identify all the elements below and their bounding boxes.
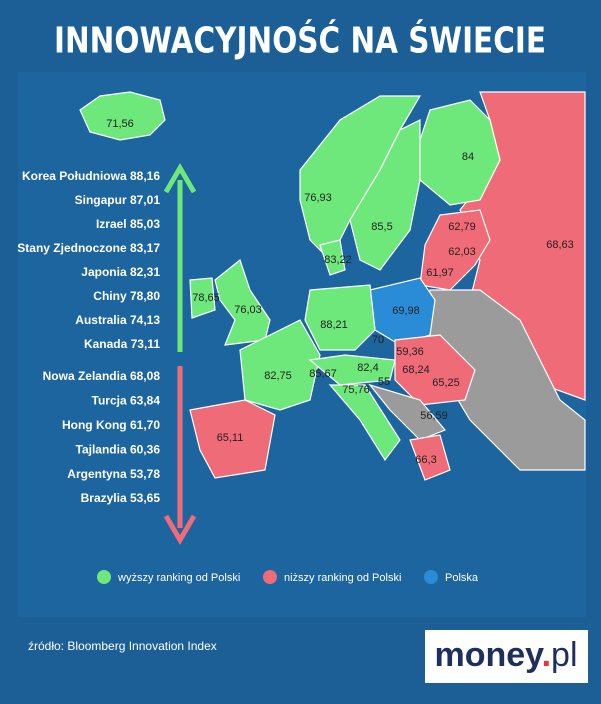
map-value: 69,98: [392, 305, 420, 317]
ranking-item: Singapur 87,01: [75, 193, 161, 207]
map-value: 88,21: [320, 319, 348, 331]
map-value: 56,59: [420, 410, 448, 422]
logo-box: [425, 630, 588, 683]
map-value: 82,4: [357, 362, 378, 374]
legend-dot: [424, 570, 438, 584]
baltics: [419, 209, 491, 291]
greece: [409, 434, 451, 481]
map-value: 55: [378, 376, 390, 388]
italy: [328, 384, 401, 462]
up-arrowhead: [163, 163, 197, 194]
ranking-item: Japonia 82,31: [81, 265, 160, 279]
ranking-item: Izrael 85,03: [96, 217, 160, 231]
map-value: 71,56: [106, 118, 134, 130]
down-arrowhead: [163, 514, 197, 545]
map: [79, 91, 586, 481]
map-value: 68,63: [546, 239, 574, 251]
map-value: 62,03: [448, 246, 476, 258]
germany: [304, 284, 376, 351]
denmark: [319, 239, 346, 276]
title: INNOWACYJNOŚĆ NA ŚWIECIE: [54, 17, 546, 61]
map-value: 59,36: [396, 346, 424, 358]
alps: [308, 354, 396, 386]
map-value: 76,93: [304, 192, 332, 204]
logo: money.pl: [435, 636, 578, 674]
map-value: 65,11: [217, 432, 244, 444]
map-value: 85,5: [371, 221, 392, 233]
map-value: 65,25: [432, 377, 460, 389]
ireland: [189, 277, 216, 319]
ranking-item: Stany Zjednoczone 83,17: [17, 241, 160, 255]
ranking-item: Hong Kong 61,70: [62, 418, 160, 432]
legend-dot: [263, 570, 277, 584]
map-value: 75,76: [342, 384, 370, 396]
map-value: 76,03: [234, 304, 262, 316]
source: źródło: Bloomberg Innovation Index: [28, 639, 217, 653]
legend-label: niższy ranking od Polski: [284, 572, 401, 584]
map-value: 66,3: [415, 454, 436, 466]
map-value: 82,75: [264, 370, 292, 382]
ranking-item: Chiny 78,80: [93, 289, 160, 303]
finland: [419, 99, 501, 206]
legend-dot: [97, 570, 111, 584]
ranking-item: Korea Południowa 88,16: [22, 169, 160, 183]
legend-label: Polska: [445, 572, 479, 584]
ranking-item: Australia 74,13: [75, 313, 160, 327]
map-value: 84: [462, 151, 474, 163]
legend: wyższy ranking od Polski niższy ranking …: [97, 570, 479, 584]
map-value: 61,97: [426, 267, 454, 279]
map-value: 68,24: [402, 364, 430, 376]
map-value: 85,67: [309, 368, 337, 380]
map-value: 83,22: [324, 254, 352, 266]
ranking-item: Nowa Zelandia 68,08: [43, 369, 161, 383]
romania: [394, 334, 476, 406]
map-value: 78,65: [192, 292, 220, 304]
ranking-item: Kanada 73,11: [84, 337, 160, 351]
ranking-item: Turcja 63,84: [92, 394, 161, 408]
iceland: [79, 91, 166, 141]
ranking-item: Argentyna 53,78: [67, 467, 160, 481]
legend-label: wyższy ranking od Polski: [117, 572, 240, 584]
spain: [189, 399, 276, 479]
map-value: 62,79: [448, 221, 476, 233]
ranking-item: Tajlandia 60,36: [76, 442, 161, 456]
map-value: 70: [372, 334, 384, 346]
sweden: [349, 119, 421, 271]
balkans: [368, 383, 446, 441]
ranking-item: Brazylia 53,65: [81, 491, 161, 505]
